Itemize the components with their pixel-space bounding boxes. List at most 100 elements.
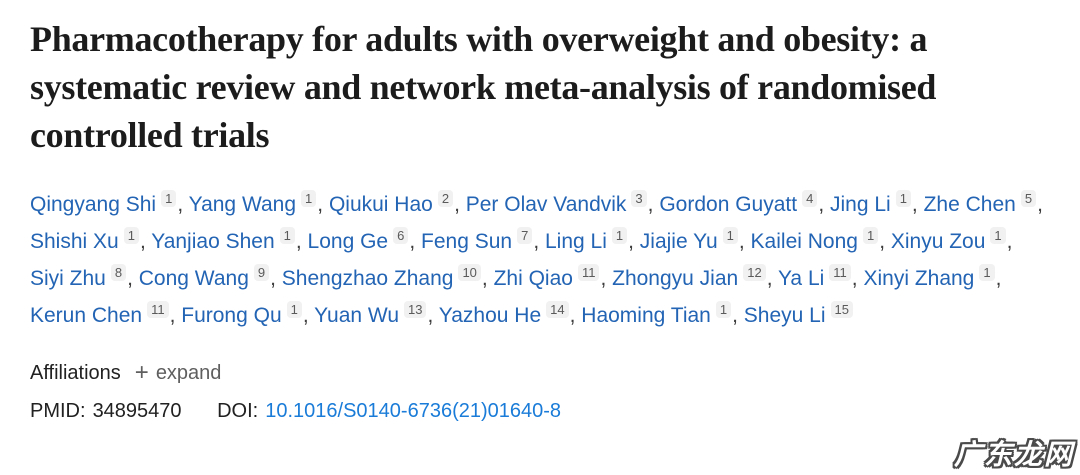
- author-link[interactable]: Zhongyu Jian: [612, 266, 739, 290]
- author-link[interactable]: Feng Sun: [421, 229, 513, 253]
- author-list: Qingyang Shi 1, Yang Wang 1, Qiukui Hao 2, …: [30, 186, 1050, 334]
- doi-label: DOI:: [217, 399, 259, 422]
- author-separator: ,: [879, 229, 891, 253]
- author: Per Olav Vandvik 3,: [465, 189, 660, 216]
- affiliation-superscript: 2: [437, 189, 454, 207]
- author: Zhi Qiao 11,: [493, 263, 613, 290]
- author: Haoming Tian 1,: [581, 300, 744, 327]
- author-link[interactable]: Kerun Chen: [30, 303, 143, 327]
- author-link[interactable]: Per Olav Vandvik: [465, 192, 627, 216]
- author-separator: ,: [317, 192, 329, 216]
- author-separator: ,: [818, 192, 830, 216]
- author-separator: ,: [600, 266, 613, 290]
- author-separator: ,: [127, 266, 139, 290]
- author-link[interactable]: Xinyi Zhang: [863, 266, 975, 290]
- author: Long Ge 6,: [307, 226, 422, 253]
- author-separator: ,: [911, 192, 924, 216]
- affiliation-superscript: 3: [631, 189, 647, 207]
- author-separator: ,: [995, 266, 1002, 290]
- doi-group: DOI: 10.1016/S0140-6736(21)01640-8: [217, 400, 561, 422]
- author-link[interactable]: Shishi Xu: [30, 229, 119, 253]
- author-link[interactable]: Zhi Qiao: [493, 266, 573, 290]
- affiliation-superscript: 4: [802, 189, 818, 207]
- author-link[interactable]: Sheyu Li: [743, 303, 826, 327]
- affiliation-superscript: 1: [611, 226, 628, 244]
- author-link[interactable]: Xinyu Zou: [890, 229, 986, 253]
- author-separator: ,: [270, 266, 282, 290]
- author-link[interactable]: Long Ge: [307, 229, 389, 253]
- author-separator: ,: [409, 229, 422, 253]
- author-link[interactable]: Qiukui Hao: [328, 192, 433, 216]
- author-link[interactable]: Yang Wang: [188, 192, 297, 216]
- affiliations-label: Affiliations: [30, 361, 121, 384]
- author-link[interactable]: Shengzhao Zhang: [281, 266, 454, 290]
- affiliation-superscript: 1: [895, 189, 911, 207]
- affiliation-superscript: 7: [517, 226, 533, 244]
- author: Yang Wang 1,: [188, 189, 329, 216]
- author-link[interactable]: Jiajie Yu: [639, 229, 718, 253]
- affiliation-superscript: 8: [110, 263, 127, 281]
- author-link[interactable]: Kailei Nong: [750, 229, 858, 253]
- author: Siyi Zhu 8,: [30, 263, 139, 290]
- affiliation-superscript: 9: [253, 263, 270, 281]
- author-link[interactable]: Jing Li: [829, 192, 891, 216]
- author: Cong Wang 9,: [138, 263, 282, 290]
- author-link[interactable]: Siyi Zhu: [30, 266, 106, 290]
- affiliation-superscript: 11: [577, 263, 600, 281]
- author-link[interactable]: Ling Li: [545, 229, 607, 253]
- affiliation-superscript: 10: [458, 263, 481, 281]
- author-separator: ,: [139, 229, 152, 253]
- author: Kailei Nong 1,: [750, 226, 891, 253]
- identifiers-row: PMID: 34895470 DOI: 10.1016/S0140-6736(21)…: [30, 400, 1050, 423]
- affiliation-superscript: 1: [979, 263, 995, 281]
- author-link[interactable]: Furong Qu: [181, 303, 282, 327]
- author-separator: ,: [177, 192, 189, 216]
- article-page: Pharmacotherapy for adults with overweig…: [30, 19, 1050, 423]
- author: Sheyu Li 15: [743, 300, 854, 327]
- author-link[interactable]: Qingyang Shi: [30, 192, 157, 216]
- author: Xinyi Zhang 1,: [863, 263, 1002, 290]
- author-link[interactable]: Haoming Tian: [581, 303, 711, 327]
- author-separator: ,: [851, 266, 864, 290]
- author-link[interactable]: Yazhou He: [438, 303, 542, 327]
- author-separator: ,: [427, 303, 439, 327]
- article-title: Pharmacotherapy for adults with overweig…: [30, 19, 937, 155]
- author: Jiajie Yu 1,: [639, 226, 751, 253]
- affiliation-superscript: 11: [829, 263, 851, 281]
- affiliation-superscript: 13: [404, 300, 427, 318]
- author-link[interactable]: Cong Wang: [138, 266, 249, 290]
- affiliation-superscript: 1: [161, 189, 177, 207]
- author-separator: ,: [169, 303, 182, 327]
- author: Shishi Xu 1,: [30, 226, 152, 253]
- author-separator: ,: [533, 229, 545, 253]
- author-separator: ,: [569, 303, 582, 327]
- author-link[interactable]: Zhe Chen: [923, 192, 1016, 216]
- affiliation-superscript: 1: [990, 226, 1006, 244]
- author-separator: ,: [302, 303, 315, 327]
- affiliations-row: Affiliations + expand: [30, 361, 1050, 385]
- affiliation-superscript: 6: [393, 226, 409, 244]
- author-separator: ,: [1037, 192, 1043, 216]
- author-separator: ,: [732, 303, 744, 327]
- author: Ling Li 1,: [545, 226, 640, 253]
- author-link[interactable]: Gordon Guyatt: [659, 192, 798, 216]
- author-link[interactable]: Yuan Wu: [314, 303, 400, 327]
- author-separator: ,: [766, 266, 778, 290]
- affiliation-superscript: 11: [147, 300, 169, 318]
- author: Jing Li 1,: [829, 189, 924, 216]
- affiliation-superscript: 1: [722, 226, 738, 244]
- author-link[interactable]: Yanjiao Shen: [151, 229, 275, 253]
- doi-link[interactable]: 10.1016/S0140-6736(21)01640-8: [265, 399, 562, 422]
- author: Furong Qu 1,: [181, 300, 315, 327]
- author: Kerun Chen 11,: [30, 300, 182, 327]
- affiliation-superscript: 1: [279, 226, 295, 244]
- author: Yuan Wu 13,: [314, 300, 439, 327]
- author-link[interactable]: Ya Li: [777, 266, 825, 290]
- affiliations-expand-button[interactable]: + expand: [135, 361, 222, 385]
- affiliation-superscript: 1: [123, 226, 139, 244]
- pmid-value: 34895470: [92, 399, 182, 422]
- expand-label: expand: [155, 361, 222, 384]
- author: Qingyang Shi 1,: [30, 189, 189, 216]
- watermark: 广东龙网: [953, 439, 1074, 470]
- author: Qiukui Hao 2,: [328, 189, 466, 216]
